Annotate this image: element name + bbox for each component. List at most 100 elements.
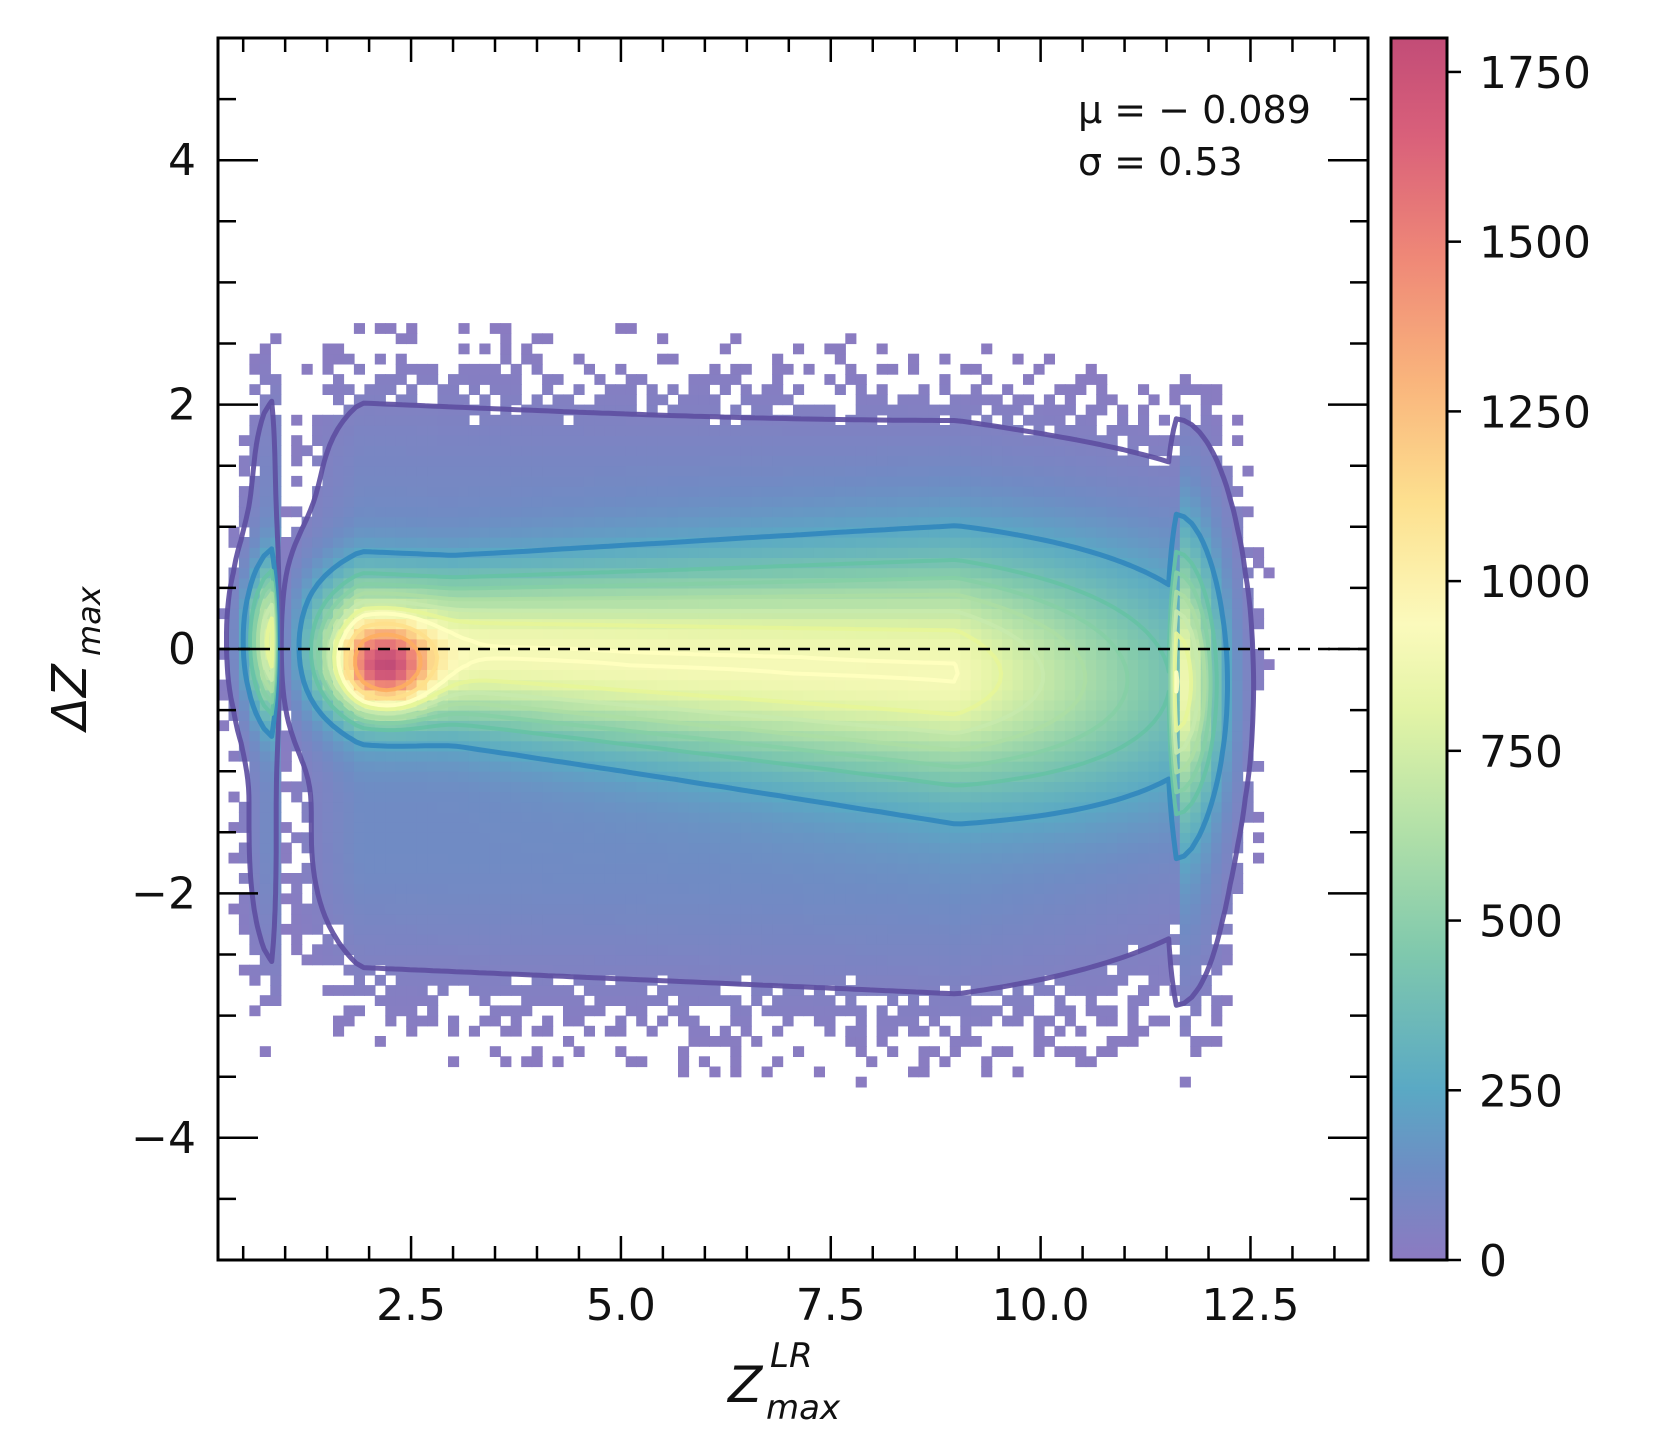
heatmap-cell: [636, 669, 648, 681]
heatmap-cell: [824, 954, 836, 966]
heatmap-cell: [908, 628, 920, 640]
heatmap-cell: [981, 374, 993, 385]
heatmap-cell: [343, 679, 355, 691]
heatmap-cell: [364, 801, 376, 813]
heatmap-cell: [772, 842, 784, 854]
heatmap-cell: [1023, 374, 1035, 385]
heatmap-cell: [887, 506, 899, 518]
heatmap-cell: [688, 903, 700, 915]
heatmap-cell: [730, 842, 742, 854]
heatmap-cell: [500, 577, 512, 589]
heatmap-cell: [427, 577, 439, 589]
heatmap-cell: [468, 628, 480, 640]
heatmap-cell: [813, 852, 825, 864]
heatmap-cell: [657, 720, 669, 732]
heatmap-cell: [594, 649, 606, 660]
heatmap-cell: [824, 771, 836, 782]
heatmap-cell: [866, 649, 878, 660]
heatmap-cell: [678, 414, 690, 426]
heatmap-cell: [730, 862, 742, 874]
heatmap-cell: [897, 618, 909, 630]
heatmap-cell: [353, 750, 365, 762]
heatmap-cell: [385, 995, 397, 1006]
heatmap-cell: [709, 873, 721, 884]
heatmap-cell: [855, 913, 867, 925]
heatmap-cell: [688, 995, 700, 1006]
heatmap-cell: [333, 445, 345, 457]
heatmap-cell: [385, 374, 397, 385]
heatmap-cell: [448, 435, 460, 446]
heatmap-cell: [1023, 414, 1035, 426]
heatmap-cell: [280, 842, 292, 854]
heatmap-cell: [1002, 404, 1014, 416]
heatmap-cell: [1075, 832, 1087, 844]
heatmap-cell: [740, 771, 752, 782]
heatmap-cell: [834, 832, 846, 844]
heatmap-cell: [813, 750, 825, 762]
heatmap-cell: [427, 414, 439, 426]
heatmap-cell: [803, 923, 815, 935]
heatmap-cell: [427, 903, 439, 915]
heatmap-cell: [542, 964, 554, 976]
heatmap-cell: [468, 893, 480, 905]
heatmap-cell: [1064, 689, 1076, 701]
heatmap-cell: [1033, 781, 1045, 793]
heatmap-cell: [437, 425, 449, 436]
heatmap-cell: [698, 455, 710, 467]
heatmap-cell: [688, 506, 700, 518]
heatmap-cell: [1043, 893, 1055, 905]
heatmap-cell: [730, 822, 742, 833]
heatmap-cell: [416, 425, 428, 436]
heatmap-cell: [594, 801, 606, 813]
heatmap-cell: [709, 486, 721, 497]
heatmap-cell: [897, 852, 909, 864]
heatmap-cell: [793, 893, 805, 905]
heatmap-cell: [437, 903, 449, 915]
heatmap-cell: [991, 883, 1003, 894]
heatmap-cell: [322, 750, 334, 762]
heatmap-cell: [1033, 720, 1045, 732]
heatmap-cell: [719, 791, 731, 803]
heatmap-cell: [333, 394, 345, 406]
heatmap-cell: [364, 475, 376, 487]
heatmap-cell: [583, 842, 595, 854]
heatmap-cell: [573, 649, 585, 660]
heatmap-cell: [322, 791, 334, 803]
heatmap-cell: [1054, 608, 1066, 620]
heatmap-cell: [542, 873, 554, 884]
heatmap-cell: [730, 852, 742, 864]
heatmap-cell: [782, 475, 794, 487]
heatmap-cell: [761, 455, 773, 467]
heatmap-cell: [1033, 750, 1045, 762]
heatmap-cell: [678, 842, 690, 854]
heatmap-cell: [1085, 964, 1097, 976]
heatmap-cell: [301, 567, 313, 579]
heatmap-cell: [824, 577, 836, 589]
heatmap-cell: [374, 944, 386, 956]
heatmap-cell: [615, 394, 627, 406]
heatmap-cell: [448, 526, 460, 538]
heatmap-cell: [625, 954, 637, 966]
heatmap-cell: [939, 740, 951, 752]
heatmap-cell: [427, 445, 439, 457]
heatmap-cell: [259, 862, 271, 874]
heatmap-cell: [437, 923, 449, 935]
heatmap-cell: [542, 537, 554, 548]
heatmap-cell: [761, 761, 773, 772]
heatmap-cell: [949, 771, 961, 782]
heatmap-cell: [1064, 842, 1076, 854]
heatmap-cell: [1064, 506, 1076, 518]
heatmap-cell: [542, 577, 554, 589]
heatmap-cell: [521, 730, 533, 742]
heatmap-cell: [427, 506, 439, 518]
heatmap-cell: [876, 547, 888, 558]
heatmap-cell: [678, 475, 690, 487]
heatmap-cell: [897, 913, 909, 925]
heatmap-cell: [834, 923, 846, 935]
heatmap-cell: [636, 903, 648, 915]
heatmap-cell: [887, 1015, 899, 1027]
heatmap-cell: [782, 934, 794, 945]
heatmap-cell: [333, 710, 345, 721]
heatmap-cell: [427, 781, 439, 793]
heatmap-cell: [312, 944, 324, 956]
